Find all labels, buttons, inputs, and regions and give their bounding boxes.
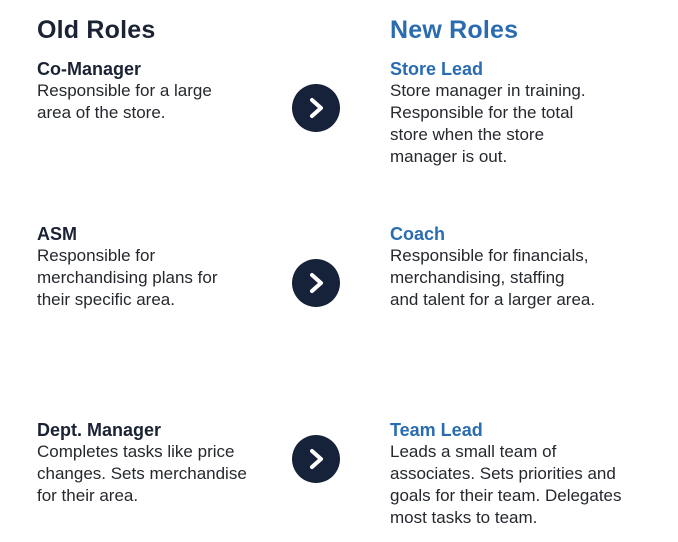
old-role-title: Dept. Manager xyxy=(37,420,162,440)
desc-line: Responsible for a large xyxy=(37,81,212,100)
new-role-store-lead: Store Lead Store manager in training. Re… xyxy=(390,58,660,168)
chevron-right-icon xyxy=(292,435,340,483)
new-role-description: Leads a small team of associates. Sets p… xyxy=(390,441,660,529)
old-role-title: Co-Manager xyxy=(37,59,142,79)
desc-line: Responsible for xyxy=(37,246,156,265)
desc-line: manager is out. xyxy=(390,147,508,166)
chevron-right-icon xyxy=(292,259,340,307)
old-role-description: Completes tasks like price changes. Sets… xyxy=(37,441,297,507)
desc-line: merchandising plans for xyxy=(37,268,218,287)
new-role-title: Coach xyxy=(390,224,446,244)
old-role-title: ASM xyxy=(37,224,77,244)
desc-line: Responsible for financials, xyxy=(390,246,589,265)
chevron-right-icon xyxy=(292,84,340,132)
desc-line: Leads a small team of xyxy=(390,442,557,461)
desc-line: changes. Sets merchandise xyxy=(37,464,247,483)
desc-line: Responsible for the total xyxy=(390,103,574,122)
new-role-description: Responsible for financials, merchandisin… xyxy=(390,245,660,311)
desc-line: Store manager in training. xyxy=(390,81,586,100)
desc-line: area of the store. xyxy=(37,103,166,122)
new-role-title: Team Lead xyxy=(390,420,483,440)
desc-line: store when the store xyxy=(390,125,545,144)
desc-line: Completes tasks like price xyxy=(37,442,235,461)
new-role-coach: Coach Responsible for financials, mercha… xyxy=(390,223,660,311)
new-roles-heading: New Roles xyxy=(390,16,519,44)
old-role-dept-manager: Dept. Manager Completes tasks like price… xyxy=(37,419,297,507)
old-role-description: Responsible for merchandising plans for … xyxy=(37,245,297,311)
old-role-asm: ASM Responsible for merchandising plans … xyxy=(37,223,297,311)
desc-line: associates. Sets priorities and xyxy=(390,464,616,483)
desc-line: goals for their team. Delegates xyxy=(390,486,622,505)
desc-line: for their area. xyxy=(37,486,139,505)
desc-line: merchandising, staffing xyxy=(390,268,565,287)
desc-line: most tasks to team. xyxy=(390,508,538,527)
desc-line: and talent for a larger area. xyxy=(390,290,596,309)
new-role-title: Store Lead xyxy=(390,59,484,79)
new-role-team-lead: Team Lead Leads a small team of associat… xyxy=(390,419,660,529)
new-role-description: Store manager in training. Responsible f… xyxy=(390,80,660,168)
old-role-co-manager: Co-Manager Responsible for a large area … xyxy=(37,58,297,124)
old-role-description: Responsible for a large area of the stor… xyxy=(37,80,297,124)
desc-line: their specific area. xyxy=(37,290,175,309)
old-roles-heading: Old Roles xyxy=(37,16,156,44)
